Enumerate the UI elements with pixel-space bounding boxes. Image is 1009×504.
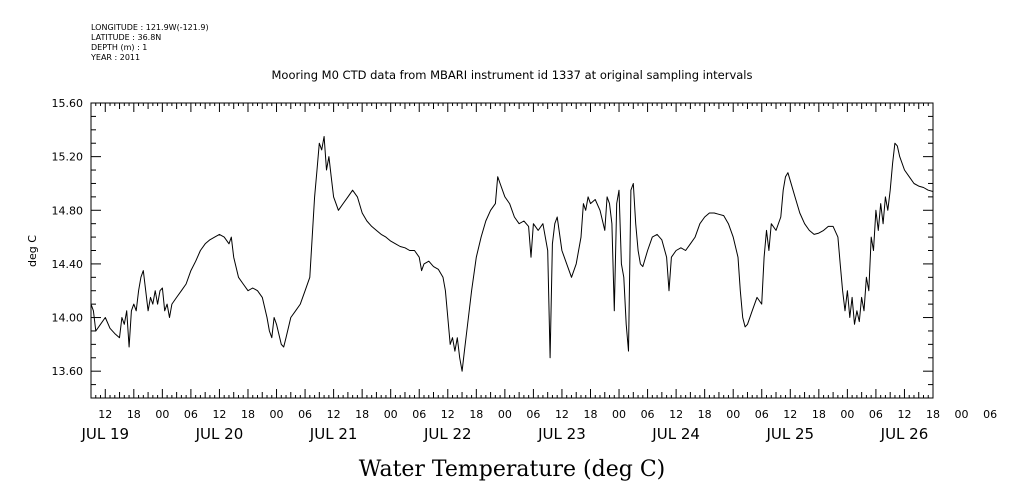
x-tick-label: 12 <box>555 408 569 421</box>
y-tick-label: 14.80 <box>52 204 84 217</box>
day-label: JUL 22 <box>423 425 472 443</box>
series-group <box>90 136 934 372</box>
y-tick-label: 14.00 <box>52 312 84 325</box>
x-tick-label: 00 <box>155 408 169 421</box>
x-tick-label: 06 <box>412 408 426 421</box>
latitude-label: LATITUDE : 36.8N <box>91 33 161 42</box>
x-tick-label: 18 <box>241 408 255 421</box>
x-tick-label: 00 <box>612 408 626 421</box>
x-tick-label: 06 <box>298 408 312 421</box>
y-tick-label: 15.60 <box>52 97 84 110</box>
y-tick-label: 14.40 <box>52 258 84 271</box>
x-tick-label: 12 <box>441 408 455 421</box>
x-tick-label: 06 <box>869 408 883 421</box>
plot-frame <box>90 102 934 399</box>
day-label: JUL 26 <box>880 425 929 443</box>
x-tick-label: 06 <box>184 408 198 421</box>
x-tick-label: 06 <box>983 408 997 421</box>
y-tick-label: 13.60 <box>52 365 84 378</box>
x-tick-label: 18 <box>926 408 940 421</box>
x-tick-label: 12 <box>98 408 112 421</box>
x-tick-label: 06 <box>755 408 769 421</box>
day-label: JUL 23 <box>537 425 586 443</box>
day-label: JUL 20 <box>195 425 244 443</box>
temperature-line <box>90 136 934 372</box>
x-tick-label: 12 <box>783 408 797 421</box>
depth-label: DEPTH (m) : 1 <box>91 43 147 52</box>
y-axis-label: deg C <box>26 235 39 267</box>
day-label: JUL 24 <box>651 425 700 443</box>
x-tick-label: 12 <box>669 408 683 421</box>
x-axis-label: Water Temperature (deg C) <box>359 457 666 482</box>
x-tick-label: 18 <box>469 408 483 421</box>
x-tick-label: 12 <box>212 408 226 421</box>
x-tick-label: 06 <box>526 408 540 421</box>
day-label: JUL 21 <box>309 425 358 443</box>
x-tick-label: 18 <box>812 408 826 421</box>
day-label: JUL 25 <box>765 425 814 443</box>
y-axis: 13.60 14.00 14.40 14.80 15.20 15.60 <box>52 97 933 399</box>
chart-title: Mooring M0 CTD data from MBARI instrumen… <box>272 68 753 82</box>
x-tick-label: 06 <box>641 408 655 421</box>
x-tick-label: 12 <box>897 408 911 421</box>
x-tick-label: 00 <box>498 408 512 421</box>
x-tick-label: 00 <box>955 408 969 421</box>
x-tick-label: 00 <box>384 408 398 421</box>
x-tick-label: 00 <box>726 408 740 421</box>
x-tick-label: 12 <box>327 408 341 421</box>
x-tick-label: 00 <box>270 408 284 421</box>
x-tick-label: 18 <box>127 408 141 421</box>
y-tick-label: 15.20 <box>52 151 84 164</box>
longitude-label: LONGITUDE : 121.9W(-121.9) <box>91 23 209 32</box>
day-label: JUL 19 <box>80 425 129 443</box>
x-axis: 12 18 00 06 12 18 00 06 12 18 00 06 12 18 00 06 12 18 00 06… <box>80 103 997 443</box>
x-tick-label: 18 <box>355 408 369 421</box>
year-label: YEAR : 2011 <box>90 53 140 62</box>
x-tick-label: 18 <box>583 408 597 421</box>
x-tick-label: 18 <box>698 408 712 421</box>
x-tick-label: 00 <box>840 408 854 421</box>
